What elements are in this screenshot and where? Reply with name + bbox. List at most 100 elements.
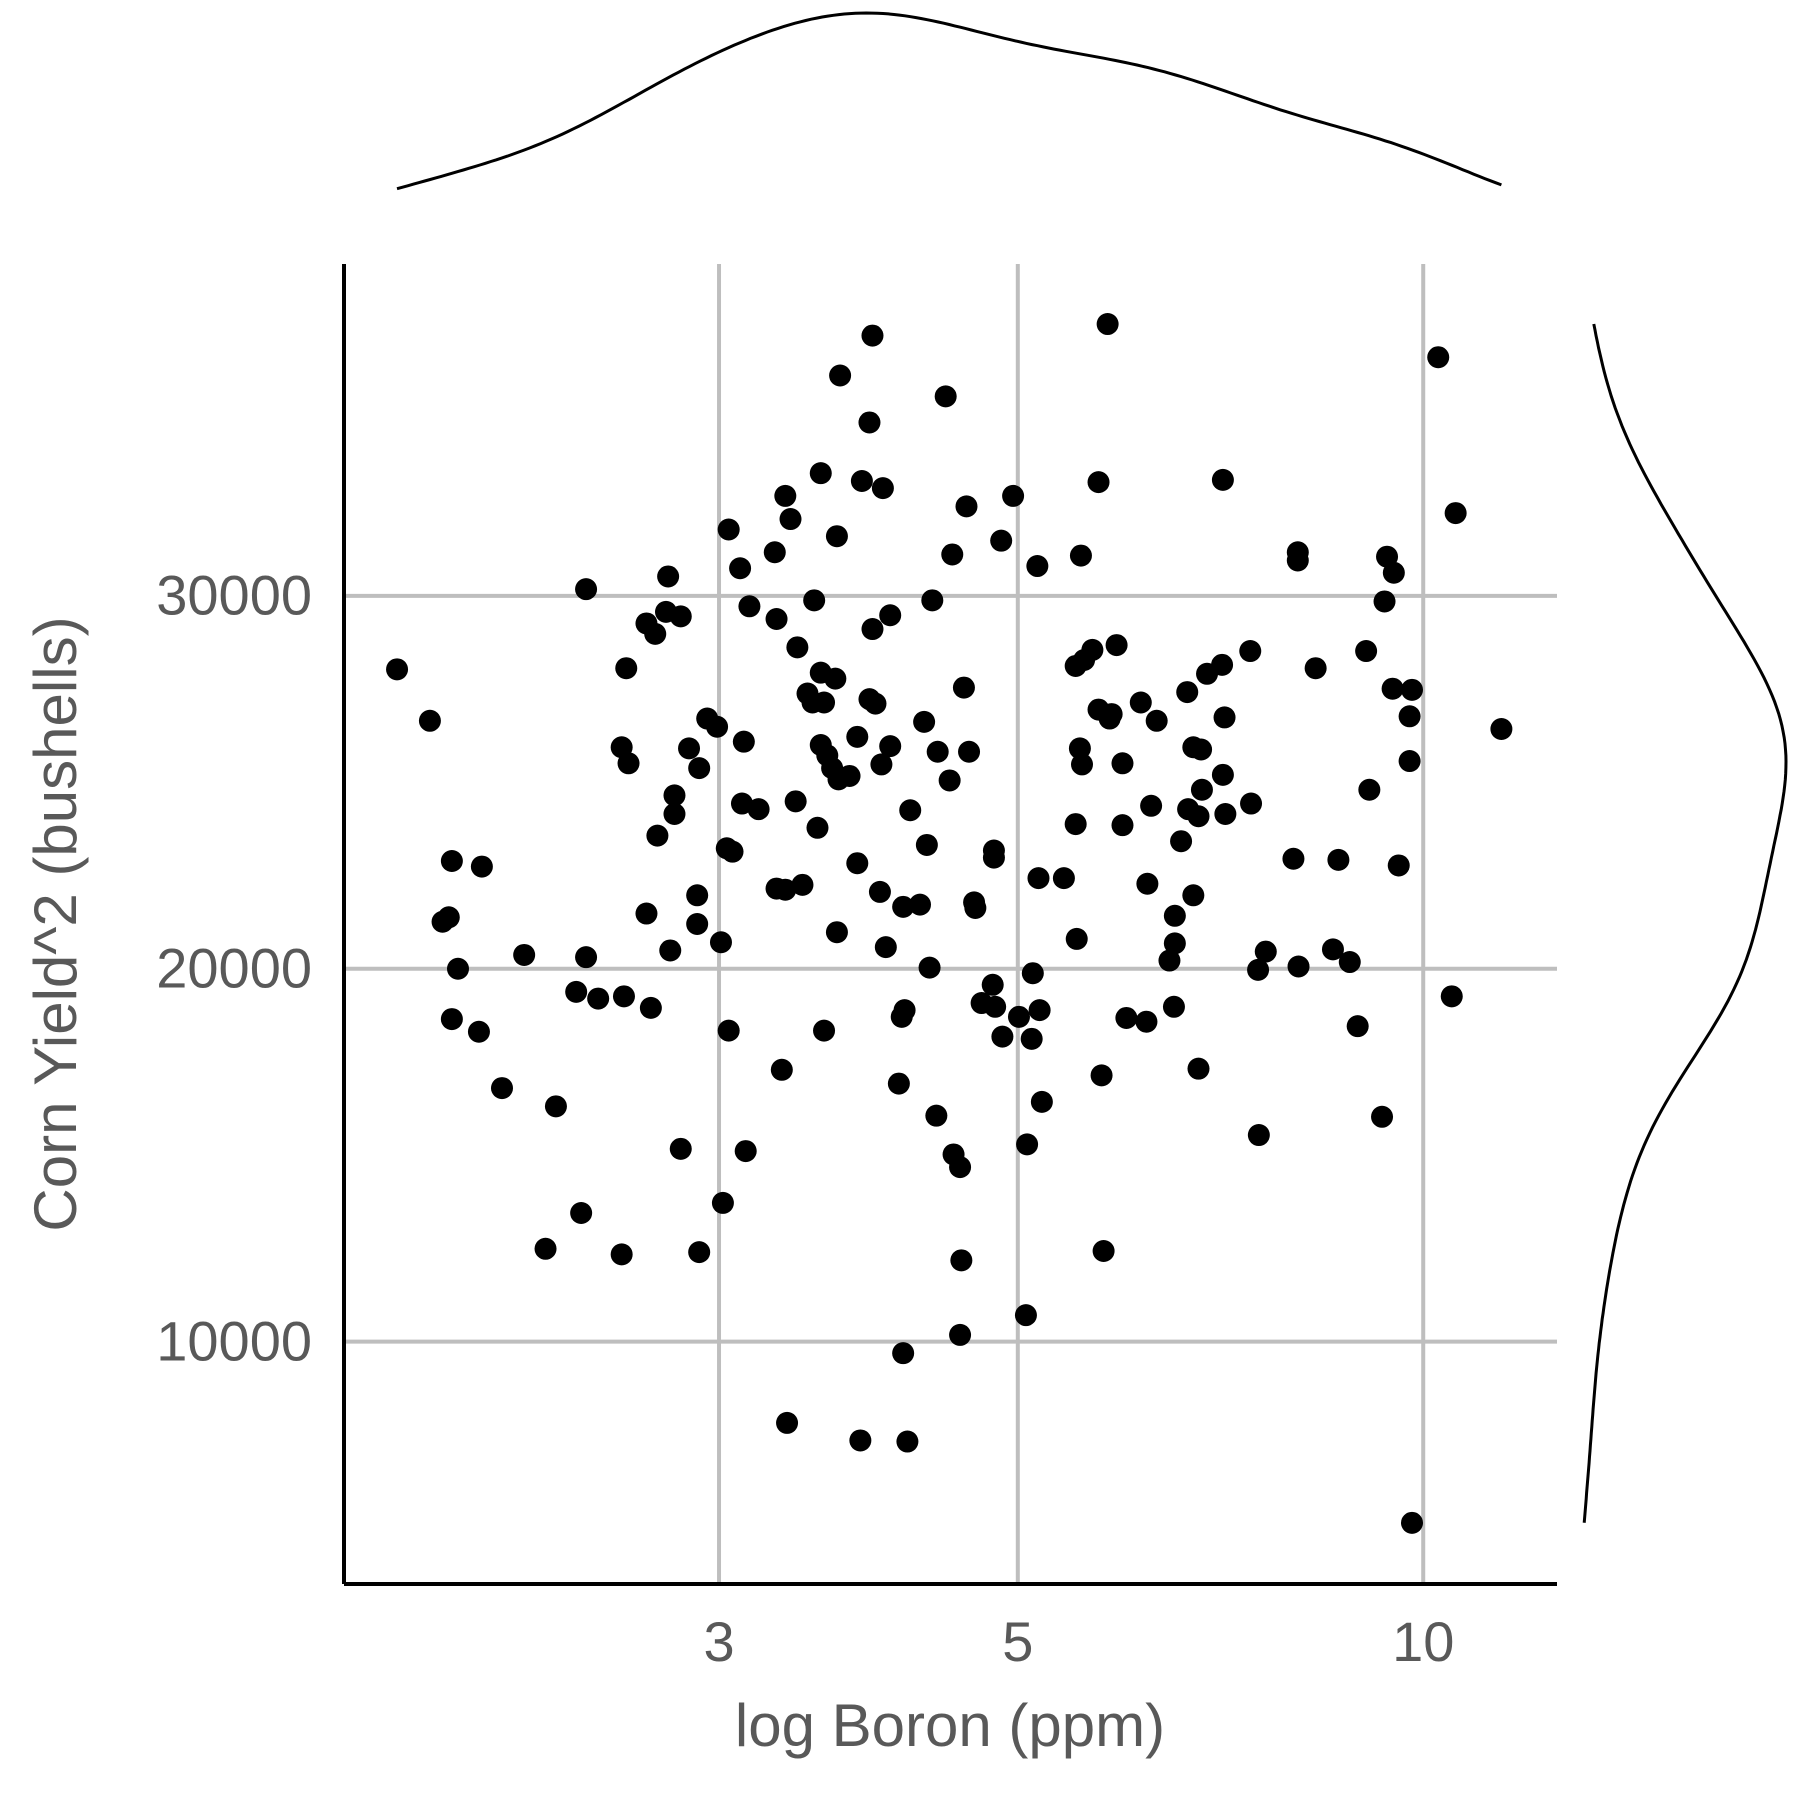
point xyxy=(635,902,658,925)
point xyxy=(587,987,610,1010)
point xyxy=(1381,677,1404,700)
point xyxy=(1373,590,1396,613)
point xyxy=(1427,346,1450,369)
point xyxy=(899,799,922,822)
point xyxy=(1105,634,1128,657)
point xyxy=(908,893,931,916)
point xyxy=(879,604,902,627)
point xyxy=(440,1008,463,1031)
point xyxy=(1163,904,1186,927)
point xyxy=(861,618,884,641)
point xyxy=(1016,1133,1039,1156)
point xyxy=(1327,848,1350,871)
point xyxy=(838,764,861,787)
x-axis-title: log Boron (ppm) xyxy=(735,1692,1165,1759)
point xyxy=(1382,561,1405,584)
point xyxy=(617,752,640,775)
point xyxy=(669,1137,692,1160)
point xyxy=(1214,803,1237,825)
point xyxy=(949,1156,972,1179)
point xyxy=(879,735,902,758)
point xyxy=(1182,884,1205,907)
point xyxy=(1065,927,1088,950)
point xyxy=(964,896,987,919)
point xyxy=(1129,691,1152,714)
point xyxy=(646,824,669,847)
point xyxy=(663,784,686,807)
point xyxy=(688,757,711,780)
point xyxy=(565,980,588,1003)
point xyxy=(825,921,848,944)
point xyxy=(544,1095,567,1118)
point xyxy=(786,636,809,659)
point xyxy=(982,846,1005,869)
point xyxy=(774,878,797,901)
point xyxy=(732,730,755,753)
point xyxy=(1027,867,1050,890)
point xyxy=(1398,705,1421,728)
point xyxy=(846,852,869,875)
point xyxy=(1176,681,1199,704)
point xyxy=(858,411,881,434)
point xyxy=(868,880,891,903)
point xyxy=(890,1005,913,1028)
point xyxy=(981,973,1004,996)
point xyxy=(990,529,1013,552)
point xyxy=(1158,949,1181,972)
point xyxy=(738,595,761,618)
point xyxy=(958,740,981,763)
point xyxy=(1064,813,1087,836)
point xyxy=(711,1191,734,1214)
point xyxy=(1135,1010,1158,1033)
point xyxy=(729,557,752,580)
point xyxy=(1090,1064,1113,1087)
point xyxy=(921,589,944,612)
point xyxy=(1247,1124,1270,1147)
point xyxy=(470,855,493,878)
point xyxy=(870,753,893,776)
point xyxy=(991,1025,1014,1048)
point xyxy=(770,1058,793,1081)
point xyxy=(440,849,463,872)
point xyxy=(1092,1240,1115,1263)
x-tick-label: 5 xyxy=(1002,1610,1033,1673)
point xyxy=(1247,958,1270,981)
point xyxy=(513,943,536,966)
y-tick-label: 10000 xyxy=(156,1309,312,1372)
point xyxy=(1338,951,1361,974)
point xyxy=(1145,709,1168,732)
point xyxy=(1030,1090,1053,1113)
point xyxy=(1355,640,1378,663)
point xyxy=(850,470,873,493)
point xyxy=(663,803,686,825)
point xyxy=(1282,847,1305,870)
point xyxy=(686,913,709,935)
point xyxy=(659,939,682,962)
point xyxy=(1170,830,1193,853)
point xyxy=(1440,985,1463,1008)
point xyxy=(534,1237,557,1260)
point xyxy=(774,484,797,507)
point xyxy=(446,957,469,980)
point xyxy=(896,1430,919,1453)
y-density xyxy=(1582,323,1788,1523)
point xyxy=(467,1020,490,1043)
point xyxy=(938,769,961,792)
point xyxy=(575,946,598,969)
point xyxy=(1136,872,1159,895)
point xyxy=(1111,814,1134,837)
point xyxy=(1490,717,1513,740)
point xyxy=(1002,484,1025,507)
point xyxy=(809,462,832,485)
point xyxy=(861,324,884,347)
point xyxy=(386,658,409,681)
point xyxy=(829,364,852,387)
point xyxy=(1081,638,1104,661)
point xyxy=(575,578,598,601)
point xyxy=(803,589,826,612)
x-tick-label: 3 xyxy=(703,1610,734,1673)
point xyxy=(1240,792,1263,815)
point xyxy=(1070,753,1093,776)
point xyxy=(892,895,915,918)
point xyxy=(1211,763,1234,786)
